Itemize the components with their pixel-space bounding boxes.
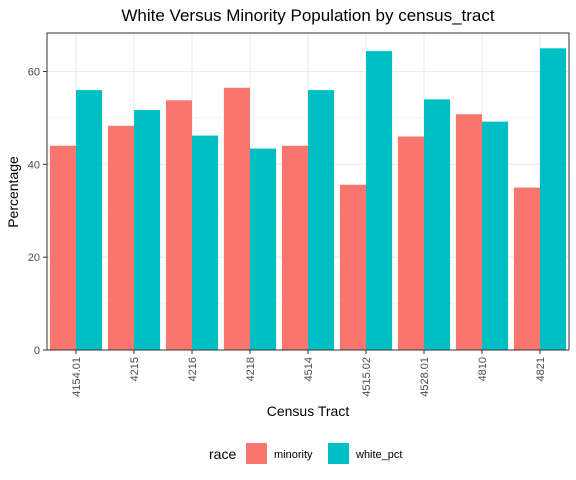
bar-white_pct-4218 (250, 148, 277, 350)
chart-title: White Versus Minority Population by cens… (121, 6, 495, 25)
x-tick-label: 4528.01 (419, 357, 431, 397)
x-tick-label: 4810 (477, 357, 489, 381)
bar-minority-4154.01 (49, 145, 76, 350)
legend-title: race (209, 446, 236, 462)
y-tick-label: 20 (28, 252, 40, 264)
legend-swatch-minority (246, 443, 267, 464)
bar-white_pct-4215 (134, 110, 161, 350)
x-tick-label: 4218 (245, 357, 257, 381)
bar-minority-4528.01 (397, 136, 424, 350)
x-tick-label: 4514 (303, 357, 315, 381)
bar-white_pct-4515.02 (366, 51, 393, 350)
bar-white_pct-4810 (482, 121, 509, 350)
bar-minority-4821 (513, 187, 540, 350)
y-axis: 0 20 40 60 (28, 67, 47, 357)
y-tick-label: 60 (28, 67, 40, 79)
bar-white_pct-4528.01 (424, 99, 451, 350)
bar-minority-4515.02 (339, 184, 366, 350)
x-axis: 4154.01 4215 4216 4218 4514 4515.02 4528.01 481… (71, 350, 547, 397)
bar-white_pct-4154.01 (76, 90, 103, 350)
x-tick-label: 4515.02 (361, 357, 373, 397)
x-axis-title: Census Tract (267, 403, 350, 419)
bar-white_pct-4514 (308, 90, 335, 350)
legend-swatch-white_pct (328, 443, 349, 464)
x-tick-label: 4154.01 (71, 357, 83, 397)
bar-minority-4810 (455, 114, 482, 350)
legend: race minority white_pct (209, 443, 402, 464)
x-tick-label: 4216 (187, 357, 199, 381)
legend-label-minority: minority (274, 449, 313, 461)
bar-white_pct-4216 (192, 135, 219, 350)
legend-label-white_pct: white_pct (355, 449, 402, 461)
y-axis-title: Percentage (5, 156, 21, 228)
bar-minority-4218 (223, 87, 250, 350)
y-tick-label: 40 (28, 159, 40, 171)
bar-white_pct-4821 (540, 48, 567, 350)
bar-minority-4514 (281, 145, 308, 350)
bar-minority-4216 (165, 100, 192, 350)
x-tick-label: 4215 (129, 357, 141, 381)
bars (49, 48, 567, 350)
y-tick-label: 0 (34, 345, 40, 357)
bar-minority-4215 (107, 125, 134, 350)
x-tick-label: 4821 (535, 357, 547, 381)
